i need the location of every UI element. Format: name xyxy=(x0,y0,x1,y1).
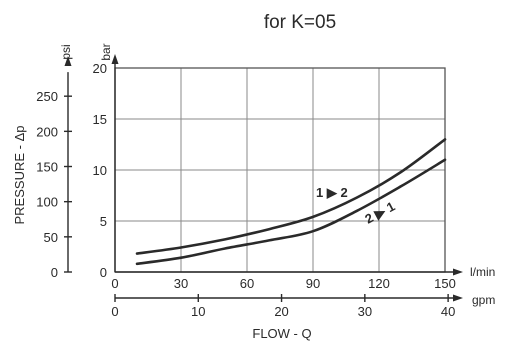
x-tick-label-3: 90 xyxy=(306,276,320,291)
x-axis-title: FLOW - Q xyxy=(252,326,311,341)
x-tick-label-0: 0 xyxy=(111,276,118,291)
x2-tick-label-1: 10 xyxy=(191,304,205,319)
x2-tick-label-2: 20 xyxy=(274,304,288,319)
y-tick-label-0: 0 xyxy=(100,265,107,280)
series-lines xyxy=(137,139,445,263)
x2-unit-gpm: gpm xyxy=(472,293,495,307)
x2-tick-label-3: 30 xyxy=(358,304,372,319)
x-unit-lmin: l/min xyxy=(470,265,495,279)
x2-tick-label-0: 0 xyxy=(111,304,118,319)
x-tick-label-5: 150 xyxy=(434,276,456,291)
y2-tick-label-0: 0 xyxy=(51,265,58,280)
x2-axis-arrow xyxy=(453,295,463,302)
x-tick-label-1: 30 xyxy=(174,276,188,291)
y-axis-title: PRESSURE - Δp xyxy=(12,126,27,225)
x-tick-label-4: 120 xyxy=(368,276,390,291)
y2-tick-label-2: 100 xyxy=(36,195,58,210)
y2-tick-label-1: 50 xyxy=(44,230,58,245)
y-tick-label-2: 10 xyxy=(93,163,107,178)
grid xyxy=(115,68,445,272)
y-unit-bar: bar xyxy=(99,43,113,60)
y-tick-label-4: 20 xyxy=(93,61,107,76)
x-axis-arrow xyxy=(453,269,463,276)
y2-tick-label-4: 200 xyxy=(36,124,58,139)
x-tick-label-2: 60 xyxy=(240,276,254,291)
series-label-2to1: 2 ▶ 1 xyxy=(362,199,397,227)
y-tick-label-3: 15 xyxy=(93,112,107,127)
y2-unit-psi: psi xyxy=(59,44,73,59)
series-label-1to2: 1 ▶ 2 xyxy=(316,185,348,200)
chart-title: for K=05 xyxy=(264,12,336,33)
axes xyxy=(64,54,463,302)
x2-tick-label-4: 40 xyxy=(441,304,455,319)
y2-tick-label-3: 150 xyxy=(36,160,58,175)
y-tick-label-1: 5 xyxy=(100,214,107,229)
y2-tick-label-5: 250 xyxy=(36,89,58,104)
